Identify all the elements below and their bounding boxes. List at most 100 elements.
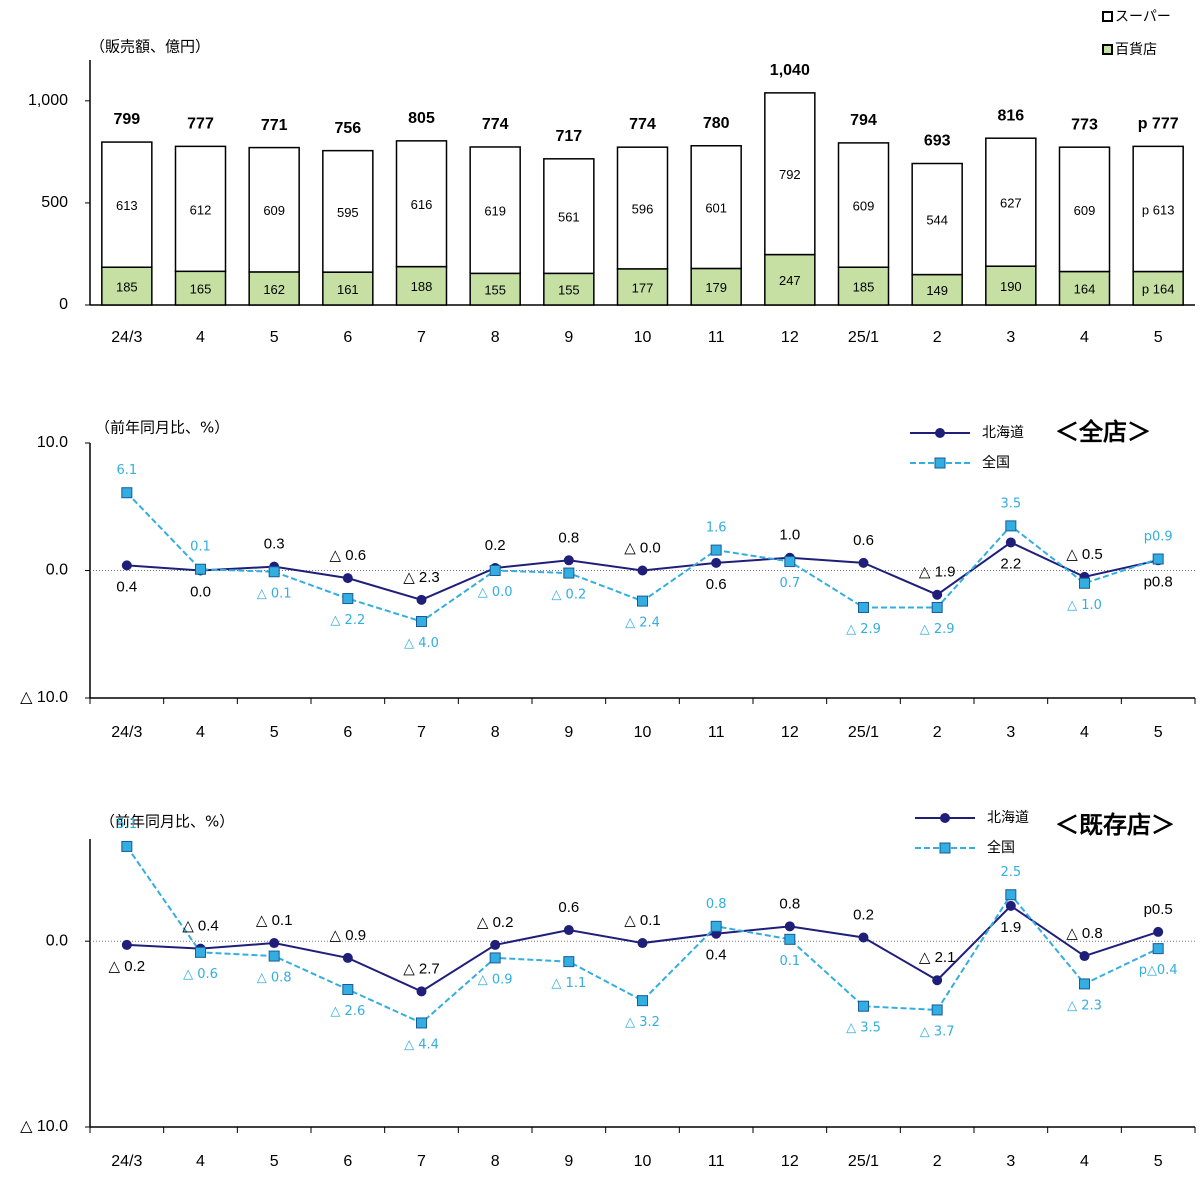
bar-segment	[1132, 270, 1184, 306]
y-tick-label: 0	[59, 296, 68, 313]
y-tick-label: 1,000	[28, 92, 68, 109]
value-label: △ 3.2	[625, 1015, 660, 1030]
point	[784, 933, 796, 945]
value-label: △ 2.9	[846, 622, 881, 637]
value-label: 1.6	[706, 521, 727, 536]
segment-label: 601	[705, 201, 727, 216]
x-tick-label: 9	[564, 329, 573, 346]
point	[269, 938, 280, 949]
x-tick-label: 25/1	[848, 329, 879, 346]
total-label: 771	[261, 117, 288, 134]
total-label: 717	[555, 128, 582, 145]
value-label: 0.8	[706, 897, 727, 912]
value-label: 0.8	[779, 895, 800, 912]
x-tick-label: 24/3	[111, 329, 142, 346]
segment-label: 561	[558, 210, 580, 225]
value-label: △ 0.2	[109, 958, 146, 975]
point	[121, 840, 133, 852]
point	[931, 1004, 943, 1016]
bar-segment	[395, 265, 448, 306]
segment-label: 149	[926, 283, 948, 298]
point	[637, 565, 648, 576]
point	[1005, 520, 1017, 532]
segment-label: 177	[632, 280, 654, 295]
segment-label: 616	[411, 197, 433, 212]
x-tick-label: 10	[634, 724, 652, 741]
total-label: 693	[924, 133, 951, 150]
value-label: △ 0.9	[330, 927, 367, 944]
point	[1153, 926, 1164, 937]
value-label: 5.1	[116, 817, 137, 832]
segment-label: 627	[1000, 196, 1022, 211]
y-tick-label: △ 10.0	[20, 689, 68, 706]
point	[637, 938, 648, 949]
legend-label: スーパー	[1115, 9, 1171, 25]
point	[195, 563, 206, 575]
x-tick-label: 12	[781, 329, 799, 346]
legend-marker	[934, 457, 946, 469]
point	[1005, 537, 1016, 548]
segment-label: 609	[853, 198, 875, 213]
x-tick-label: 10	[634, 1153, 652, 1170]
x-tick-label: 2	[933, 329, 942, 346]
value-label: 6.1	[116, 463, 137, 478]
value-label: △ 0.4	[182, 918, 219, 935]
point	[563, 925, 574, 936]
value-label: △ 4.0	[404, 636, 439, 651]
total-label: 780	[703, 115, 730, 132]
legend-label: 全国	[987, 839, 1015, 856]
segment-label: 619	[484, 204, 506, 219]
x-tick-label: 5	[1154, 329, 1163, 346]
unit-label: （前年同月比、%）	[95, 419, 229, 437]
bar-segment	[911, 162, 963, 276]
value-label: 0.8	[558, 529, 579, 546]
value-label: 1.9	[1000, 919, 1021, 936]
value-label: △ 0.9	[478, 972, 513, 987]
point	[416, 616, 427, 627]
x-tick-label: 6	[343, 724, 352, 741]
x-tick-label: 5	[270, 724, 279, 741]
point	[1152, 553, 1164, 565]
point	[342, 984, 354, 996]
value-label: 0.3	[264, 536, 285, 553]
legend-label: 北海道	[982, 425, 1024, 441]
point	[563, 555, 574, 566]
value-label: △ 2.3	[1067, 998, 1102, 1013]
point	[416, 986, 427, 997]
legend-label: 百貨店	[1115, 41, 1157, 58]
bar-segment	[690, 267, 742, 306]
x-tick-label: 10	[634, 329, 652, 346]
value-label: 2.5	[1000, 865, 1021, 880]
point	[858, 932, 869, 943]
value-label: 0.7	[779, 576, 800, 591]
x-tick-label: 9	[564, 724, 573, 741]
point	[268, 950, 280, 962]
total-label: 805	[408, 110, 435, 127]
point	[858, 557, 869, 568]
bar-segment	[543, 272, 595, 306]
value-label: △ 0.6	[330, 547, 367, 564]
panel-title: ＜既存店＞	[1055, 811, 1175, 839]
value-label: △ 0.1	[624, 912, 661, 929]
value-label: 0.1	[779, 954, 800, 969]
unit-label: （前年同月比、%）	[100, 813, 234, 831]
x-tick-label: 11	[708, 1153, 725, 1170]
value-label: △ 0.0	[478, 585, 513, 600]
bar-segment	[985, 265, 1037, 306]
value-label: 0.6	[706, 576, 727, 593]
bar-segment	[690, 145, 742, 270]
bar-segment	[985, 137, 1037, 267]
x-tick-label: 25/1	[848, 1153, 879, 1170]
value-label: △ 2.1	[919, 949, 956, 966]
legend-label: 全国	[982, 454, 1010, 471]
legend-label: 北海道	[987, 810, 1029, 826]
point	[710, 920, 722, 932]
panel-title: ＜全店＞	[1055, 418, 1151, 446]
bar-segment	[616, 146, 669, 270]
x-tick-label: 8	[491, 724, 500, 741]
segment-label: 613	[116, 198, 138, 213]
x-tick-label: 4	[196, 1153, 205, 1170]
point	[121, 560, 132, 571]
point	[195, 946, 206, 958]
segment-label: 792	[779, 167, 801, 182]
